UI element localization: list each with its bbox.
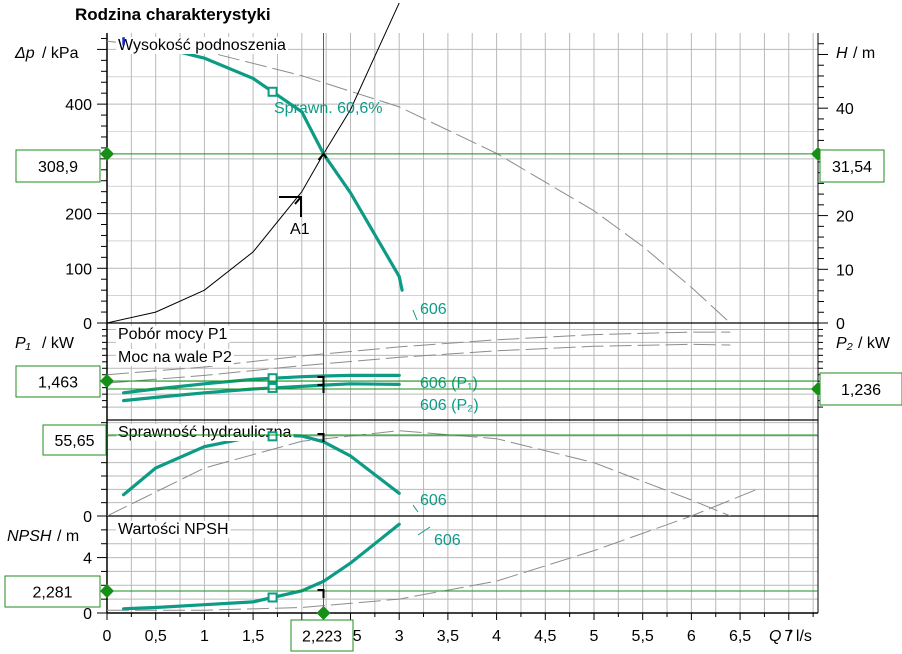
operating-q-box bbox=[290, 619, 354, 652]
panel-title-bg bbox=[116, 424, 294, 441]
panel-title-bg bbox=[116, 349, 234, 366]
operating-efficiency-value: 55,65 bbox=[54, 433, 94, 450]
operating-point-notch bbox=[317, 376, 325, 385]
x-tick-label: 6,5 bbox=[729, 628, 751, 645]
x-tick-label: 1,5 bbox=[242, 628, 264, 645]
system-curve bbox=[107, 2, 400, 323]
curve-label-leader bbox=[412, 504, 419, 513]
panel-title-npsh: Wartości NPSH bbox=[118, 521, 229, 538]
operating-diamond-npsh bbox=[100, 584, 114, 598]
operating-point-notch bbox=[317, 433, 325, 442]
operating-h-value: 31,54 bbox=[832, 159, 872, 176]
x-tick-label: 3 bbox=[395, 628, 404, 645]
panel-title-bg bbox=[116, 37, 289, 54]
x-tick-label: 4,5 bbox=[534, 628, 556, 645]
operating-p1-box bbox=[15, 365, 101, 398]
operating-point-notch bbox=[317, 384, 325, 393]
curve-label-efficiency: 606 bbox=[420, 492, 447, 509]
operating-q-value: 2,223 bbox=[302, 629, 342, 646]
efficiency-label: Sprawn. 60,6% bbox=[274, 100, 383, 117]
x-tick-label: 7 bbox=[784, 628, 793, 645]
best-efficiency-marker bbox=[267, 373, 278, 384]
y-axis-unit-npsh: / m bbox=[57, 528, 79, 545]
x-tick-label: 3,5 bbox=[437, 628, 459, 645]
panel-title-efficiency: Sprawność hydrauliczna bbox=[118, 424, 292, 441]
x-axis-label: Q bbox=[769, 628, 781, 645]
x-tick-label: 5,5 bbox=[632, 628, 654, 645]
y-axis-label-h: H bbox=[836, 45, 848, 62]
y-axis-label-p1: P₁ bbox=[15, 335, 31, 352]
pump-curve-1 bbox=[122, 382, 401, 403]
operating-point-notch bbox=[317, 152, 328, 161]
reference-dashed-curve bbox=[107, 430, 731, 516]
reference-dashed-curve bbox=[107, 40, 731, 323]
x-tick-label: 0,5 bbox=[145, 628, 167, 645]
operating-diamond-p1 bbox=[100, 374, 114, 388]
y-axis-unit-h: / m bbox=[853, 45, 875, 62]
operating-efficiency-box bbox=[42, 424, 107, 456]
best-efficiency-marker bbox=[267, 592, 278, 603]
y-tick-label: 100 bbox=[65, 261, 92, 278]
curve-label-p1: 606 (P₁) bbox=[420, 375, 478, 392]
x-tick-label: 6 bbox=[687, 628, 696, 645]
operating-diamond-q bbox=[316, 606, 331, 620]
y-axis-label-npsh: NPSH bbox=[7, 528, 52, 545]
curve-label-p2: 606 (P₂) bbox=[420, 397, 479, 414]
y-axis-label-dp: Δp bbox=[14, 45, 35, 62]
curve-label-head: 606 bbox=[420, 301, 447, 318]
y-tick-label: 200 bbox=[65, 207, 92, 224]
panel-title-head: Wysokość podnoszenia bbox=[118, 37, 286, 54]
operating-p1-value: 1,463 bbox=[38, 375, 78, 392]
y-axis-unit-p1: / kW bbox=[42, 335, 75, 352]
operating-npsh-box bbox=[4, 575, 101, 608]
panel-title-bg bbox=[116, 326, 230, 343]
x-tick-label: 0 bbox=[103, 628, 112, 645]
x-tick-label: 4 bbox=[492, 628, 501, 645]
y-axis-label-p2: P₂ bbox=[836, 335, 853, 352]
chart-title: Rodzina charakterystyki bbox=[75, 5, 271, 24]
panel-title-bg bbox=[116, 521, 231, 538]
operating-point-notch bbox=[317, 589, 325, 598]
duty-point-label: A1 bbox=[290, 221, 310, 238]
best-efficiency-marker bbox=[267, 431, 278, 442]
x-tick-label: 1 bbox=[200, 628, 209, 645]
operating-p2-box bbox=[819, 372, 902, 406]
y-axis-unit-p2: / kW bbox=[858, 335, 891, 352]
best-efficiency-marker bbox=[267, 86, 278, 97]
y-tick-label: 400 bbox=[65, 97, 92, 114]
y-tick-label: 0 bbox=[83, 316, 92, 333]
reference-dashed-curve bbox=[107, 487, 760, 611]
y-tick-label: 0 bbox=[83, 509, 92, 526]
duty-point-marker bbox=[279, 196, 302, 217]
panel-title-power-p1: Pobór mocy P1 bbox=[118, 326, 227, 343]
operating-npsh-value: 2,281 bbox=[32, 585, 72, 602]
y-tick-label: 4 bbox=[83, 551, 92, 568]
right-tick-label: 20 bbox=[836, 209, 854, 226]
reference-dashed-curve bbox=[107, 343, 731, 384]
curve-label-npsh: 606 bbox=[434, 532, 461, 549]
y-axis-unit-dp: / kPa bbox=[42, 45, 79, 62]
operating-dp-box bbox=[15, 149, 101, 183]
operating-h-box bbox=[819, 149, 885, 183]
curve-label-leader bbox=[417, 526, 431, 536]
pump-curve-2 bbox=[122, 433, 401, 497]
right-tick-label: 40 bbox=[836, 101, 854, 118]
y-tick-label: 0 bbox=[83, 606, 92, 623]
x-axis-unit: / l/s bbox=[787, 628, 812, 645]
pump-curve-0 bbox=[122, 39, 404, 292]
operating-diamond-dp bbox=[100, 146, 114, 161]
x-tick-label: 5 bbox=[590, 628, 599, 645]
operating-p2-value: 1,236 bbox=[841, 382, 881, 399]
right-tick-label: 0 bbox=[836, 316, 845, 333]
right-tick-label: 10 bbox=[836, 262, 854, 279]
best-efficiency-marker bbox=[267, 382, 278, 393]
panel-title-power-p2: Moc na wale P2 bbox=[118, 349, 232, 366]
operating-dp-value: 308,9 bbox=[38, 159, 78, 176]
curve-label-leader bbox=[412, 309, 418, 321]
